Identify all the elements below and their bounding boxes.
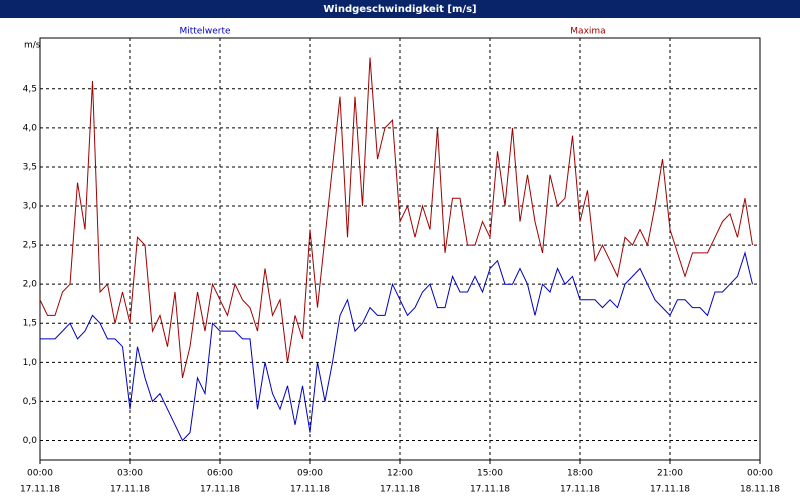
y-tick-label: 4,0 xyxy=(23,123,38,133)
y-unit: m/s xyxy=(24,41,41,51)
y-tick-label: 2,0 xyxy=(23,280,38,290)
y-tick-label: 0,0 xyxy=(23,436,38,446)
x-tick-label: 12:00 xyxy=(387,469,413,479)
x-tick-label: 09:00 xyxy=(297,469,323,479)
x-tick-date: 17.11.18 xyxy=(380,485,420,495)
x-tick-date: 17.11.18 xyxy=(20,485,60,495)
series-line xyxy=(39,57,753,379)
y-tick-label: 2,5 xyxy=(23,241,37,251)
x-tick-date: 17.11.18 xyxy=(560,485,600,495)
x-tick-label: 00:00 xyxy=(747,469,773,479)
legend-label: Maxima xyxy=(570,27,605,37)
y-tick-label: 1,5 xyxy=(23,319,37,329)
series-line xyxy=(40,251,753,442)
y-tick-label: 3,0 xyxy=(23,202,38,212)
x-tick-date: 17.11.18 xyxy=(650,485,690,495)
y-tick-label: 3,5 xyxy=(23,162,37,172)
y-tick-label: 4,5 xyxy=(23,84,37,94)
x-tick-date: 17.11.18 xyxy=(470,485,510,495)
x-tick-label: 03:00 xyxy=(117,469,143,479)
x-tick-label: 00:00 xyxy=(27,469,53,479)
legend-label: Mittelwerte xyxy=(179,27,230,37)
x-tick-date: 17.11.18 xyxy=(290,485,330,495)
x-tick-date: 17.11.18 xyxy=(200,485,240,495)
x-tick-date: 17.11.18 xyxy=(110,485,150,495)
title-bar xyxy=(0,0,800,18)
x-tick-label: 15:00 xyxy=(477,469,503,479)
x-tick-label: 06:00 xyxy=(207,469,233,479)
y-tick-label: 0,5 xyxy=(23,397,37,407)
x-tick-label: 18:00 xyxy=(567,469,593,479)
y-tick-label: 1,0 xyxy=(23,358,38,368)
chart-title: Windgeschwindigkeit [m/s] xyxy=(323,4,476,15)
x-tick-label: 21:00 xyxy=(657,469,683,479)
x-tick-date: 18.11.18 xyxy=(740,485,780,495)
